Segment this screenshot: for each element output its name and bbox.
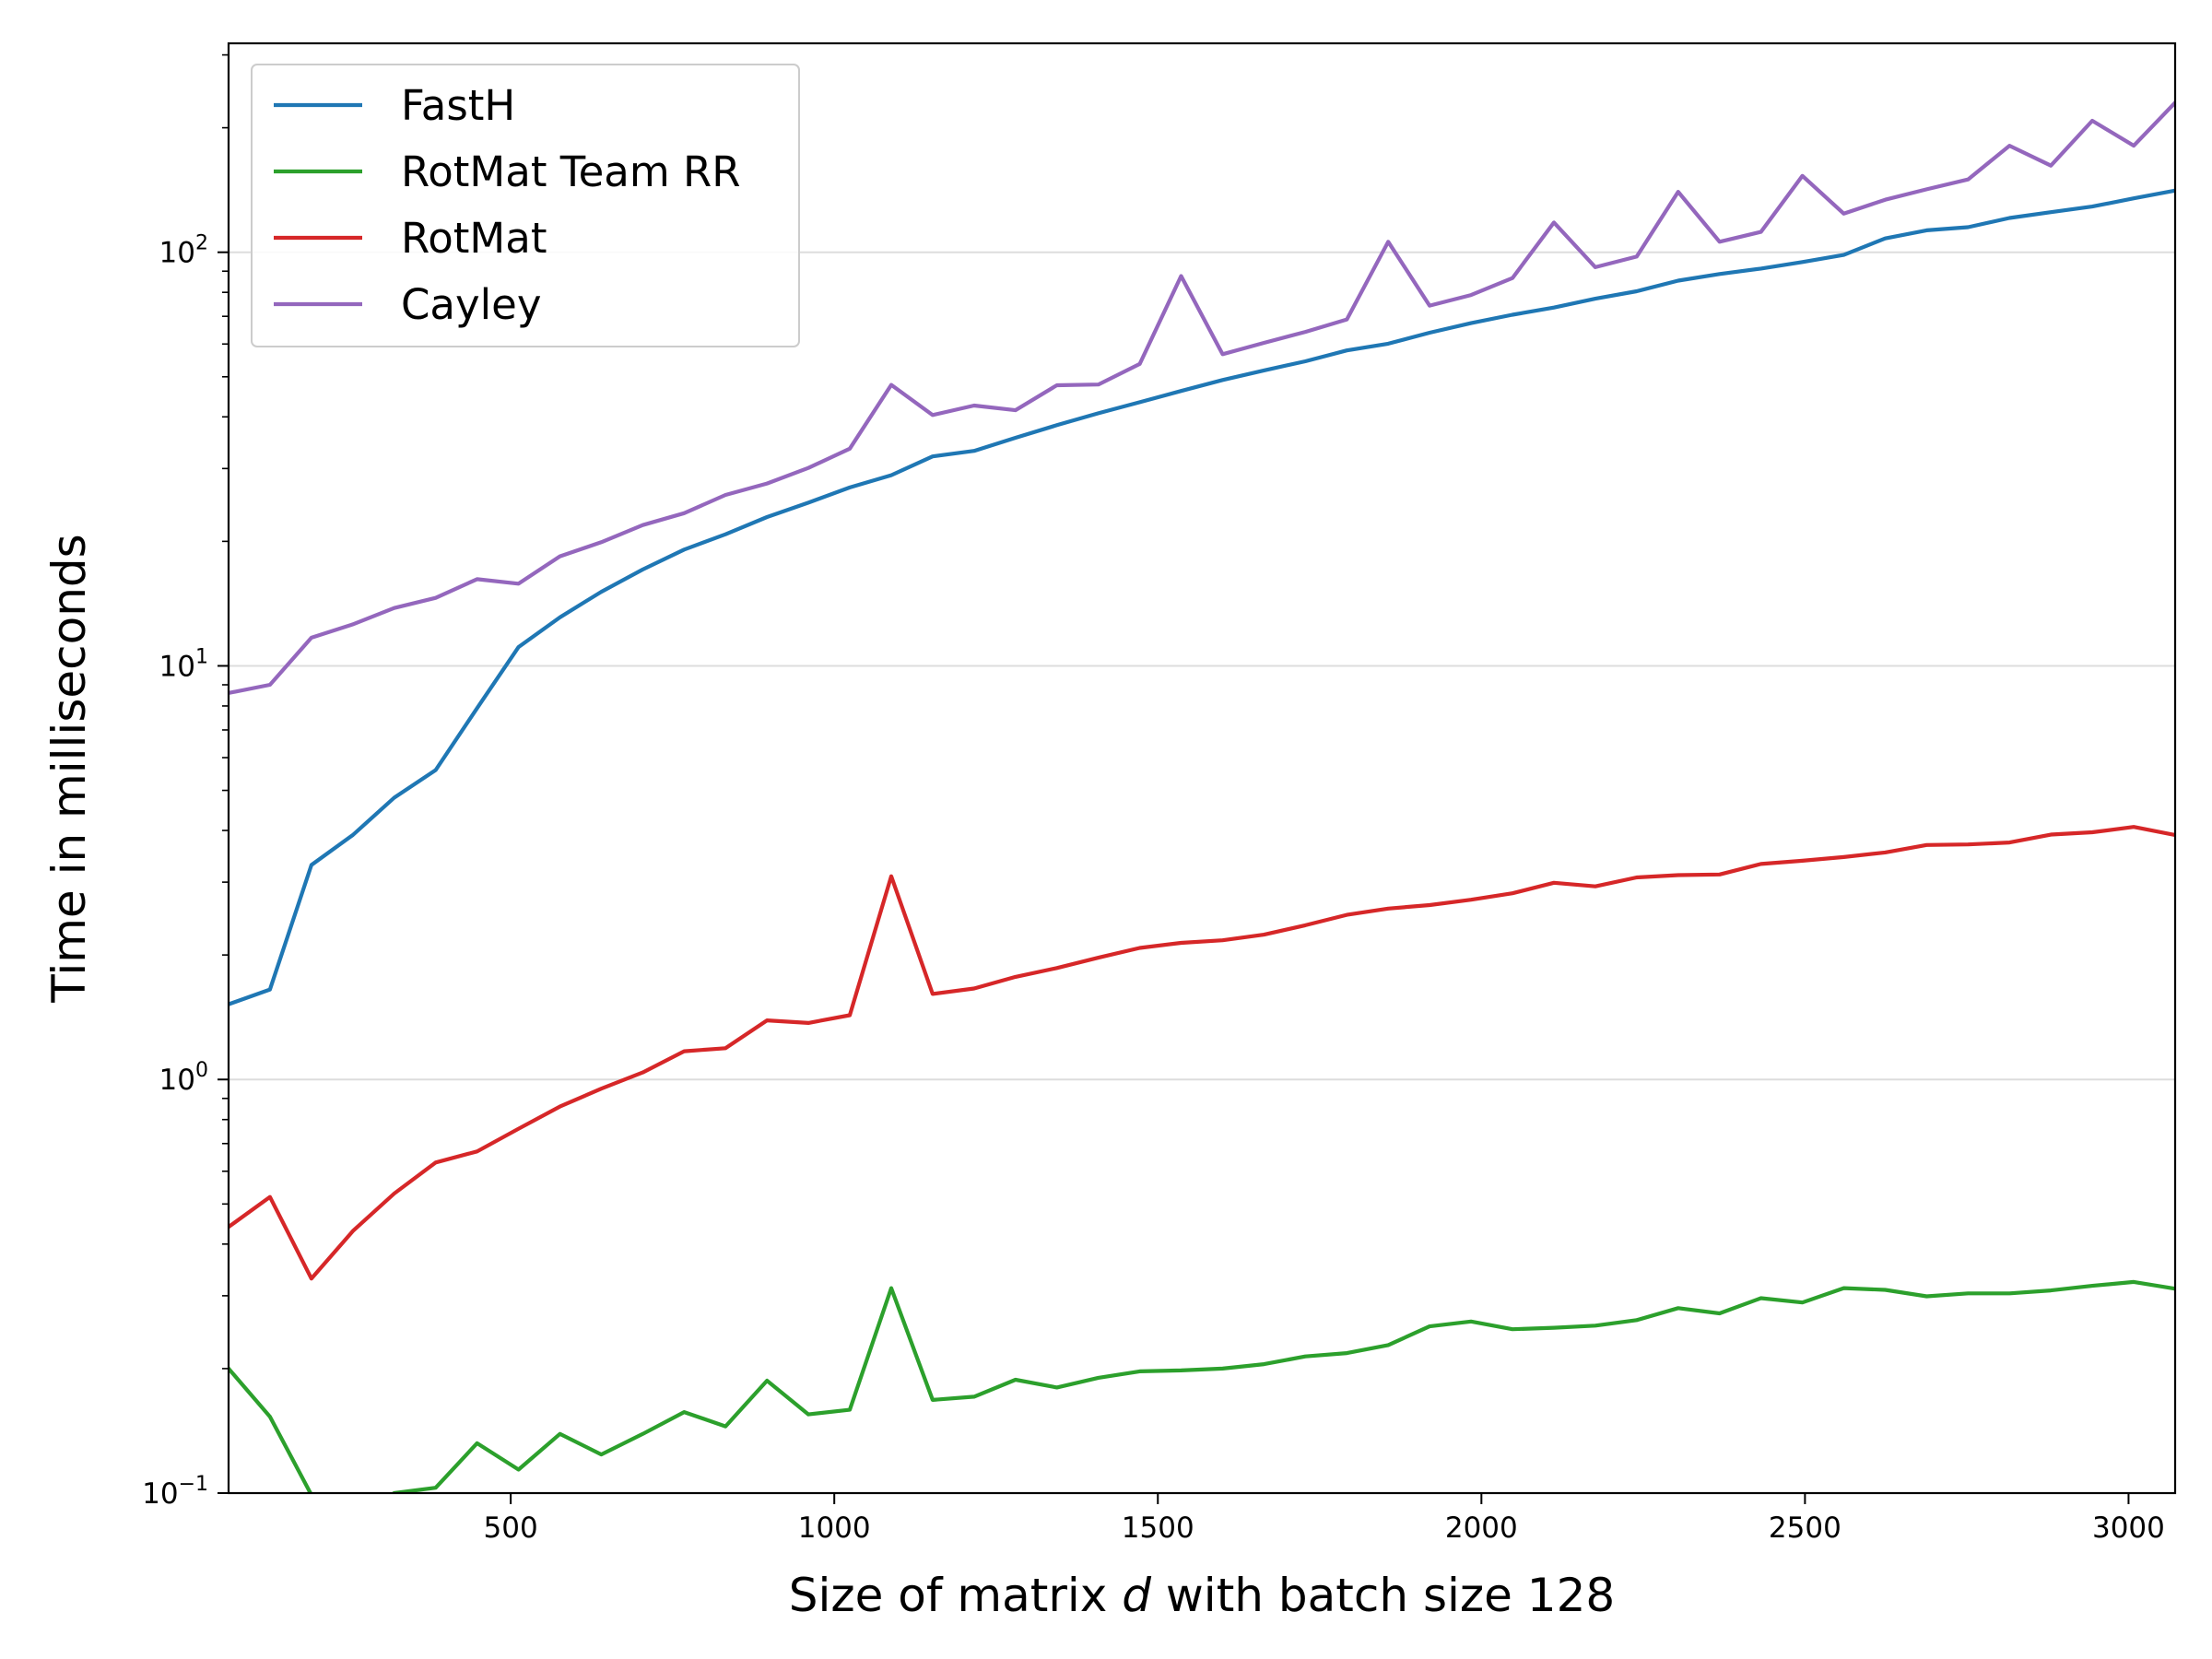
y-tick-label: 101 [159,645,208,683]
series-line-rotmat [229,825,2175,1281]
plot-area [229,100,2175,1493]
y-tick-label: 10−1 [142,1473,208,1511]
y-axis-label: Time in milliseconds [42,534,96,1003]
x-tick-label: 1000 [798,1512,871,1545]
series-line-rotmat-team-rr [229,1279,2175,1493]
plot-frame [227,41,2177,1495]
legend: FastH RotMat Team RR RotMat Cayley [251,64,800,347]
y-tick-label: 100 [159,1059,208,1097]
series-line-fasth [229,188,2175,1006]
x-tick-label: 2000 [1445,1512,1518,1545]
x-axis-ticks: 500 1000 1500 2000 2500 3000 [484,1493,2165,1545]
axes [227,41,2177,1495]
legend-box [251,64,800,347]
legend-label-cayley: Cayley [401,280,541,329]
series-line-cayley [229,100,2175,696]
legend-label-rotmat: RotMat [401,214,547,263]
y-axis-ticks: 10−1 100 101 102 [142,53,229,1511]
legend-label-rotmat-team-rr: RotMat Team RR [401,147,741,196]
x-tick-label: 2500 [1769,1512,1841,1545]
y-tick-label: 102 [159,232,208,270]
x-tick-label: 1500 [1122,1512,1194,1545]
x-tick-label: 3000 [2092,1512,2165,1545]
legend-label-fasth: FastH [401,81,515,130]
x-axis-label: Size of matrix d with batch size 128 [789,1569,1615,1622]
x-tick-label: 500 [484,1512,538,1545]
